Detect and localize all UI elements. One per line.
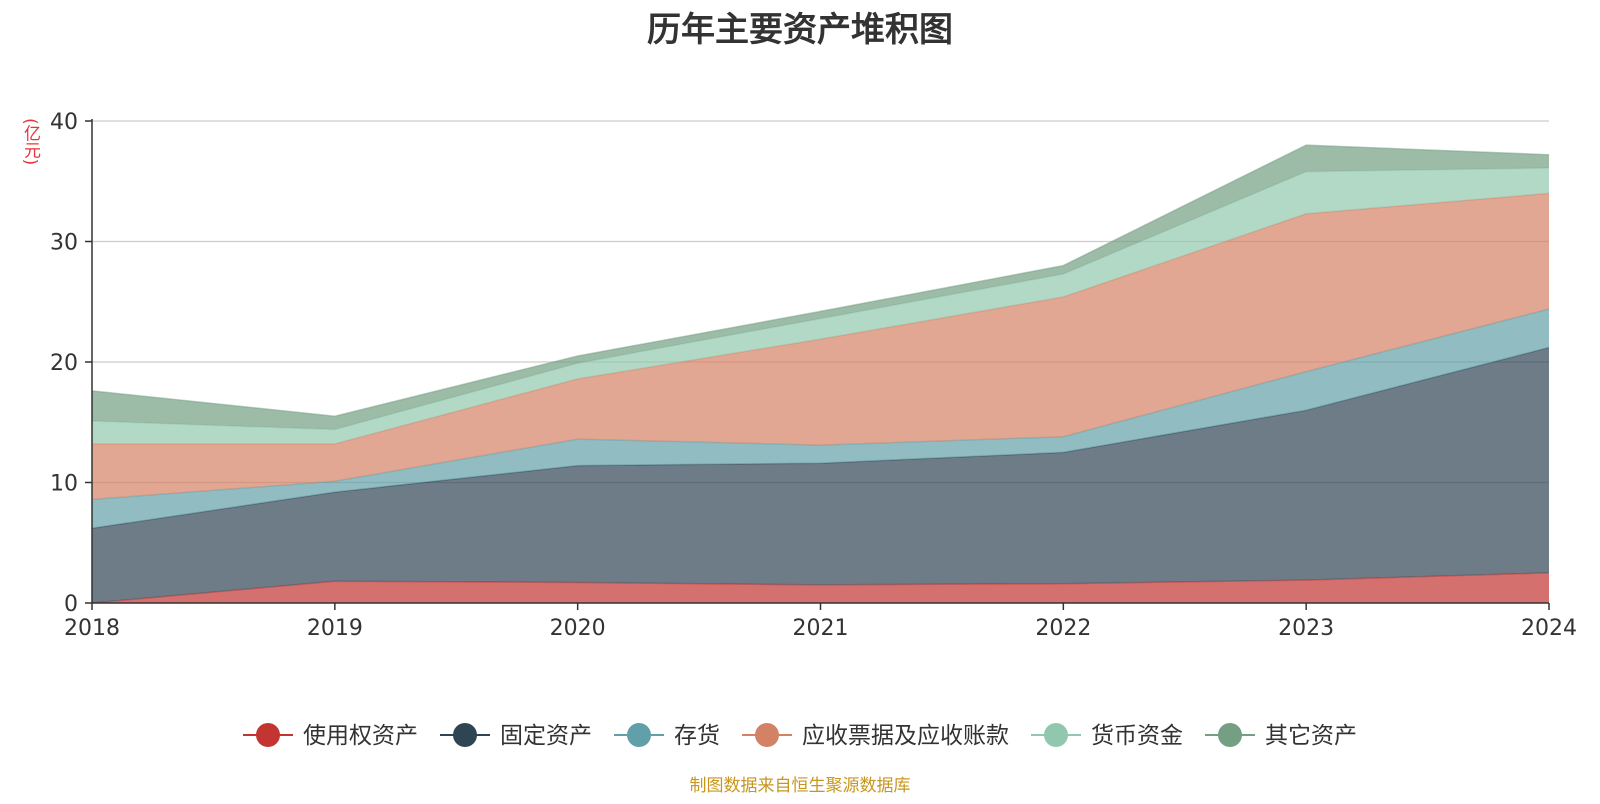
- y-tick-label: 20: [50, 351, 78, 376]
- legend-marker: [755, 723, 779, 747]
- legend-label: 存货: [674, 723, 720, 749]
- x-tick-label: 2022: [1035, 616, 1091, 641]
- legend-marker: [1044, 723, 1068, 747]
- legend-label: 应收票据及应收账款: [802, 723, 1009, 749]
- y-tick-label: 0: [64, 592, 78, 617]
- legend-marker: [453, 723, 477, 747]
- y-axis-unit-label: (亿元): [18, 118, 43, 165]
- data-source-note: 制图数据来自恒生聚源数据库: [0, 771, 1600, 796]
- x-tick-label: 2023: [1278, 616, 1334, 641]
- x-tick-label: 2020: [550, 616, 606, 641]
- legend-label: 货币资金: [1091, 723, 1183, 749]
- x-tick-label: 2018: [64, 616, 120, 641]
- legend-marker: [256, 723, 280, 747]
- y-tick-label: 10: [50, 472, 78, 497]
- x-tick-label: 2024: [1521, 616, 1577, 641]
- legend-label: 使用权资产: [303, 723, 418, 749]
- legend-marker: [1218, 723, 1242, 747]
- x-tick-label: 2021: [793, 616, 849, 641]
- y-tick-label: 40: [50, 110, 78, 135]
- x-tick-label: 2019: [307, 616, 363, 641]
- y-tick-label: 30: [50, 231, 78, 256]
- legend-label: 固定资产: [500, 723, 592, 749]
- chart-title: 历年主要资产堆积图: [0, 2, 1600, 51]
- legend-label: 其它资产: [1265, 723, 1357, 749]
- legend-marker: [627, 723, 651, 747]
